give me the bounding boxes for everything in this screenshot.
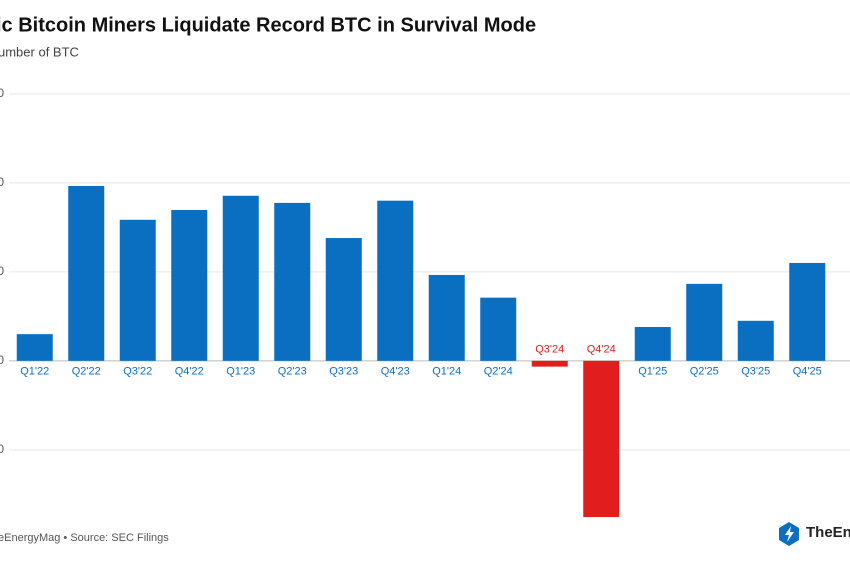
bar <box>325 238 362 361</box>
y-tick-label: 2000 <box>0 264 4 278</box>
chart-subtitle: umber of BTC <box>0 44 79 59</box>
x-tick-label: Q3'22 <box>123 366 152 378</box>
bar <box>737 320 774 361</box>
bar <box>274 202 311 361</box>
x-tick-label: Q4'23 <box>381 366 410 378</box>
bar <box>583 360 620 517</box>
bar <box>222 195 259 361</box>
x-tick-label: Q2'23 <box>278 366 307 378</box>
chart-title: ic Bitcoin Miners Liquidate Record BTC i… <box>0 14 536 36</box>
bar <box>531 360 568 367</box>
bar <box>171 210 208 361</box>
y-tick-label: 0 <box>0 353 4 367</box>
logo-text: TheEn <box>806 524 850 541</box>
bar <box>377 200 414 361</box>
x-tick-label: Q3'24 <box>535 344 564 356</box>
x-tick-label: Q2'24 <box>484 366 513 378</box>
bar <box>119 219 156 361</box>
x-tick-label: Q4'22 <box>175 366 204 378</box>
x-tick-label: Q4'25 <box>793 366 822 378</box>
y-tick-label: -2000 <box>0 442 4 456</box>
bar <box>16 334 53 361</box>
x-tick-label: Q4'24 <box>587 344 616 356</box>
bar <box>480 297 517 361</box>
x-tick-label: Q1'22 <box>20 366 49 378</box>
x-tick-label: Q3'25 <box>741 366 770 378</box>
x-tick-label: Q2'22 <box>72 366 101 378</box>
bar <box>686 283 723 361</box>
bar <box>428 274 465 361</box>
footer: eEnergyMag • Source: SEC Filings <box>0 532 169 544</box>
x-tick-label: Q2'25 <box>690 366 719 378</box>
x-tick-label: Q3'23 <box>329 366 358 378</box>
logo-icon <box>779 522 799 546</box>
bar <box>68 185 105 361</box>
x-tick-label: Q1'24 <box>432 366 461 378</box>
bar <box>789 262 826 361</box>
y-tick-label: 4000 <box>0 175 4 189</box>
x-tick-label: Q1'25 <box>638 366 667 378</box>
y-tick-label: 6000 <box>0 86 4 100</box>
x-tick-label: Q1'23 <box>226 366 255 378</box>
bar <box>634 327 671 361</box>
